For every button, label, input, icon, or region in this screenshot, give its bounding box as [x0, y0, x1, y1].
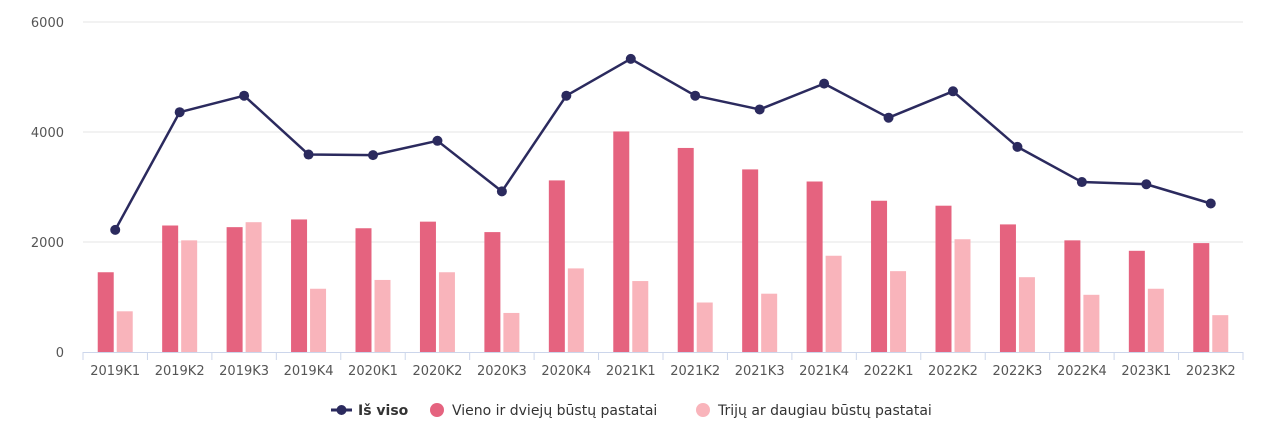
- bar[interactable]: [1018, 277, 1035, 352]
- bar[interactable]: [503, 312, 520, 352]
- bar[interactable]: [1128, 250, 1145, 352]
- bar[interactable]: [116, 311, 133, 352]
- x-tick-label: 2021K3: [735, 364, 785, 379]
- line-point[interactable]: [303, 149, 314, 160]
- x-tick-label: 2023K1: [1121, 364, 1171, 379]
- legend-item-one-two-dwellings[interactable]: Vieno ir dviejų būstų pastatai: [430, 403, 657, 419]
- bar[interactable]: [677, 147, 694, 352]
- legend-label-three-plus-dwellings: Trijų ar daugiau būstų pastatai: [717, 403, 932, 419]
- line-point[interactable]: [883, 112, 894, 123]
- x-tick-label: 2020K2: [412, 364, 462, 379]
- bar[interactable]: [374, 279, 391, 352]
- x-tick-label: 2020K3: [477, 364, 527, 379]
- line-point[interactable]: [1012, 141, 1023, 152]
- bar[interactable]: [1147, 288, 1164, 352]
- line-point[interactable]: [432, 135, 443, 146]
- line-point[interactable]: [1076, 177, 1087, 188]
- bar[interactable]: [567, 268, 584, 352]
- bar[interactable]: [291, 219, 308, 352]
- line-point[interactable]: [819, 78, 830, 89]
- bar[interactable]: [761, 293, 778, 352]
- line-point[interactable]: [754, 104, 765, 115]
- line-point[interactable]: [948, 86, 958, 97]
- bar[interactable]: [245, 222, 262, 352]
- bar[interactable]: [825, 255, 842, 352]
- line-point[interactable]: [239, 90, 250, 101]
- line-point[interactable]: [690, 90, 701, 101]
- line-point[interactable]: [496, 186, 507, 197]
- legend-dot-marker: [696, 403, 710, 417]
- x-tick-label: 2020K1: [348, 364, 398, 379]
- bar[interactable]: [310, 288, 327, 352]
- legend: Iš viso Vieno ir dviejų būstų pastatai T…: [331, 403, 932, 419]
- x-tick-label: 2019K1: [90, 364, 140, 379]
- bar[interactable]: [935, 205, 952, 352]
- line-point[interactable]: [625, 53, 636, 64]
- x-tick-label: 2022K4: [1057, 364, 1107, 379]
- y-axis-ticks: 0 2000 4000 6000: [31, 16, 64, 361]
- bar[interactable]: [806, 181, 823, 353]
- bar[interactable]: [1064, 240, 1081, 352]
- bar[interactable]: [696, 302, 713, 353]
- x-tick-label: 2021K4: [799, 364, 849, 379]
- line-point[interactable]: [368, 150, 378, 161]
- bar[interactable]: [226, 227, 243, 352]
- bar[interactable]: [742, 169, 759, 352]
- grid-lines: [83, 21, 1243, 243]
- bar[interactable]: [355, 228, 372, 352]
- line-point[interactable]: [1141, 179, 1152, 190]
- bar[interactable]: [890, 271, 907, 352]
- bar[interactable]: [1193, 243, 1210, 352]
- line-point[interactable]: [561, 90, 572, 101]
- bar[interactable]: [1083, 294, 1100, 352]
- bar[interactable]: [484, 232, 501, 352]
- x-axis-ticks: 2019K1 2019K2 2019K3 2019K4 2020K1 2020K2 2020…: [82, 352, 1244, 379]
- bar[interactable]: [419, 221, 436, 352]
- x-tick-label: 2023K2: [1186, 364, 1236, 379]
- x-tick-label: 2019K3: [219, 364, 269, 379]
- y-tick-label: 2000: [31, 236, 64, 251]
- x-tick-label: 2021K2: [670, 364, 720, 379]
- x-tick-label: 2019K2: [155, 364, 205, 379]
- x-tick-label: 2022K1: [864, 364, 914, 379]
- y-tick-label: 6000: [31, 16, 64, 31]
- legend-item-total[interactable]: Iš viso: [331, 403, 409, 419]
- legend-point-marker: [336, 405, 347, 415]
- series-line: [114, 57, 1212, 231]
- bar[interactable]: [1212, 315, 1229, 352]
- bar[interactable]: [438, 272, 455, 352]
- bar[interactable]: [954, 239, 971, 352]
- bar[interactable]: [97, 272, 114, 352]
- bar[interactable]: [181, 240, 198, 352]
- legend-item-three-plus-dwellings[interactable]: Trijų ar daugiau būstų pastatai: [696, 403, 932, 419]
- bars: [97, 131, 1229, 353]
- line-point[interactable]: [110, 224, 121, 235]
- y-tick-label: 0: [56, 346, 64, 361]
- bar[interactable]: [999, 224, 1016, 352]
- legend-label-total: Iš viso: [358, 403, 409, 419]
- bar[interactable]: [871, 200, 888, 352]
- legend-label-one-two-dwellings: Vieno ir dviejų būstų pastatai: [452, 403, 657, 419]
- bar[interactable]: [548, 180, 565, 352]
- bar[interactable]: [613, 131, 630, 352]
- legend-dot-marker: [430, 403, 444, 417]
- line-point[interactable]: [174, 107, 185, 118]
- total-line: [110, 53, 1216, 235]
- x-tick-label: 2022K3: [992, 364, 1042, 379]
- x-tick-label: 2021K1: [606, 364, 656, 379]
- bar[interactable]: [162, 225, 179, 353]
- x-tick-label: 2020K4: [541, 364, 591, 379]
- line-point[interactable]: [1205, 198, 1216, 209]
- y-tick-label: 4000: [31, 126, 64, 141]
- bar[interactable]: [632, 281, 649, 352]
- x-tick-label: 2022K2: [928, 364, 978, 379]
- x-tick-label: 2019K4: [284, 364, 334, 379]
